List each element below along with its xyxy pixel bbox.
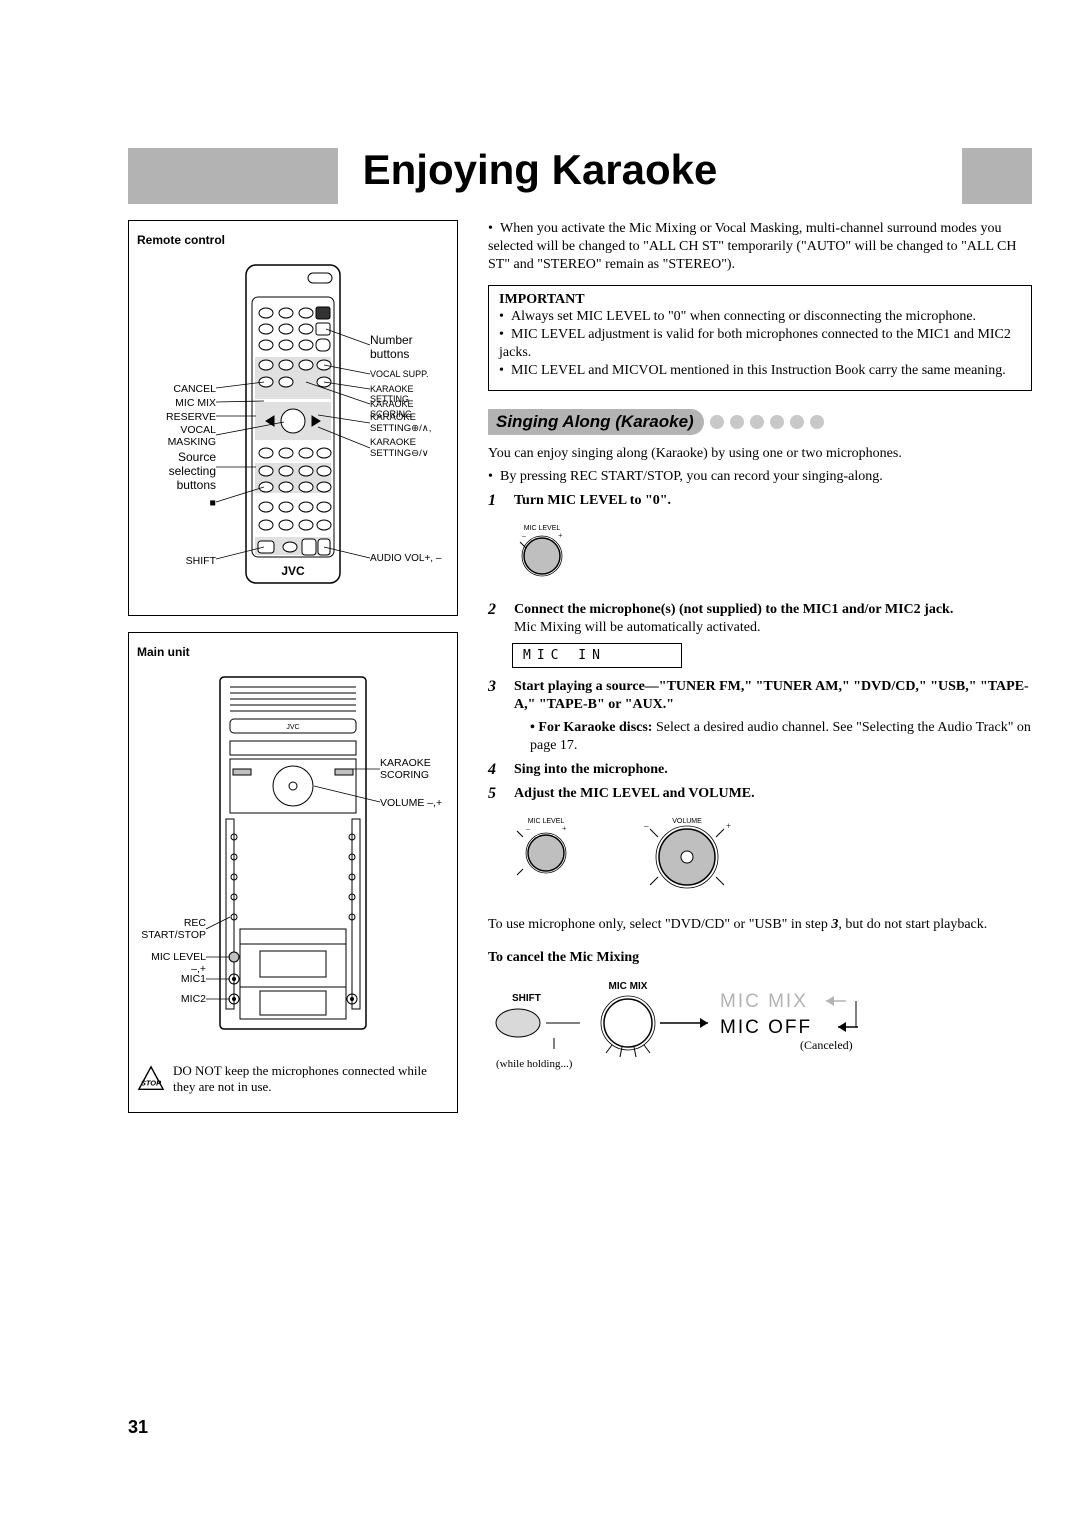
callout-karaoke-up: KARAOKE SETTING⊕/∧, xyxy=(370,413,431,435)
page-number: 31 xyxy=(128,1417,148,1438)
svg-text:MIC MIX: MIC MIX xyxy=(609,981,648,992)
callout-mic-mix: MIC MIX xyxy=(175,397,216,409)
svg-text:MIC OFF: MIC OFF xyxy=(720,1017,812,1038)
important-box: IMPORTANT •Always set MIC LEVEL to "0" w… xyxy=(488,285,1032,392)
step-2: 2 Connect the microphone(s) (not supplie… xyxy=(488,601,1032,637)
svg-text:–: – xyxy=(525,824,531,833)
remote-control-diagram: Remote control CANCEL MIC MIX RESERVE VO… xyxy=(128,220,458,616)
callout-mic1: MIC1 xyxy=(181,973,206,985)
svg-text:MIC LEVEL: MIC LEVEL xyxy=(524,525,561,532)
cancel-diagram: SHIFT (while holding...) MIC MIX MIC M xyxy=(488,975,1032,1085)
section-intro: You can enjoy singing along (Karaoke) by… xyxy=(488,445,1032,463)
remote-label: Remote control xyxy=(137,233,449,247)
svg-text:+: + xyxy=(558,531,563,540)
unit-label: Main unit xyxy=(137,645,449,659)
mic-in-display: MIC IN xyxy=(512,643,682,668)
callout-mic-level: MIC LEVEL –,+ xyxy=(137,951,206,975)
svg-text:–: – xyxy=(643,821,649,831)
svg-text:(while holding...): (while holding...) xyxy=(496,1058,573,1070)
important-title: IMPORTANT xyxy=(499,292,1021,308)
intro-bullet: •When you activate the Mic Mixing or Voc… xyxy=(488,220,1032,275)
step-4: 4 Sing into the microphone. xyxy=(488,761,1032,779)
important-item-1: •Always set MIC LEVEL to "0" when connec… xyxy=(499,308,1021,326)
callout-stop: ■ xyxy=(210,497,216,509)
svg-text:JVC: JVC xyxy=(286,724,299,731)
callout-shift: SHIFT xyxy=(186,555,216,567)
stop-icon: STOP xyxy=(137,1065,165,1093)
callout-volume: VOLUME –,+ xyxy=(380,797,442,809)
step-5: 5 Adjust the MIC LEVEL and VOLUME. xyxy=(488,785,1032,803)
svg-text:MIC LEVEL: MIC LEVEL xyxy=(528,818,565,825)
mic-volume-knobs: MIC LEVEL – + VOLUME – + xyxy=(512,813,772,895)
callout-karaoke-down: KARAOKE SETTING⊖/∨ xyxy=(370,438,429,460)
callout-number-buttons: Number buttons xyxy=(370,334,413,362)
section-sub-bullet: •By pressing REC START/STOP, you can rec… xyxy=(488,468,1032,486)
section-title: Singing Along (Karaoke) xyxy=(488,409,704,435)
main-unit-diagram: Main unit REC START/STOP MIC LEVEL –,+ M… xyxy=(128,632,458,1113)
svg-text:+: + xyxy=(562,824,567,833)
callout-reserve: RESERVE xyxy=(166,411,216,423)
callout-mic2: MIC2 xyxy=(181,993,206,1005)
page-title: Enjoying Karaoke xyxy=(0,146,1080,194)
step-3: 3 Start playing a source—"TUNER FM," "TU… xyxy=(488,678,1032,755)
step-1: 1 Turn MIC LEVEL to "0". xyxy=(488,492,1032,510)
svg-text:MIC MIX: MIC MIX xyxy=(720,991,808,1012)
callout-rec: REC START/STOP xyxy=(141,917,206,941)
important-item-3: •MIC LEVEL and MICVOL mentioned in this … xyxy=(499,362,1021,380)
mic-level-knob-1: MIC LEVEL – + xyxy=(512,520,582,580)
svg-text:STOP: STOP xyxy=(141,1078,161,1087)
callout-source-selecting: Source selecting buttons xyxy=(169,451,216,492)
callout-karaoke-scoring-unit: KARAOKE SCORING xyxy=(380,757,431,781)
stop-notice: DO NOT keep the microphones connected wh… xyxy=(173,1063,449,1094)
svg-text:VOLUME: VOLUME xyxy=(672,818,702,825)
svg-text:SHIFT: SHIFT xyxy=(512,993,541,1004)
svg-text:(Canceled): (Canceled) xyxy=(800,1038,853,1052)
remote-brand-text: JVC xyxy=(281,564,305,578)
svg-text:–: – xyxy=(521,531,527,540)
cancel-title: To cancel the Mic Mixing xyxy=(488,949,1032,967)
mic-only-note: To use microphone only, select "DVD/CD" … xyxy=(488,916,1032,934)
section-dots xyxy=(710,415,824,429)
important-item-2: •MIC LEVEL adjustment is valid for both … xyxy=(499,326,1021,362)
section-head: Singing Along (Karaoke) xyxy=(488,409,1032,435)
callout-cancel: CANCEL xyxy=(173,383,216,395)
callout-vocal-supp: VOCAL SUPP. xyxy=(370,369,429,379)
callout-vocal-masking: VOCAL MASKING xyxy=(168,424,216,448)
svg-text:+: + xyxy=(726,821,731,831)
callout-audio-vol: AUDIO VOL+, – xyxy=(370,553,441,565)
